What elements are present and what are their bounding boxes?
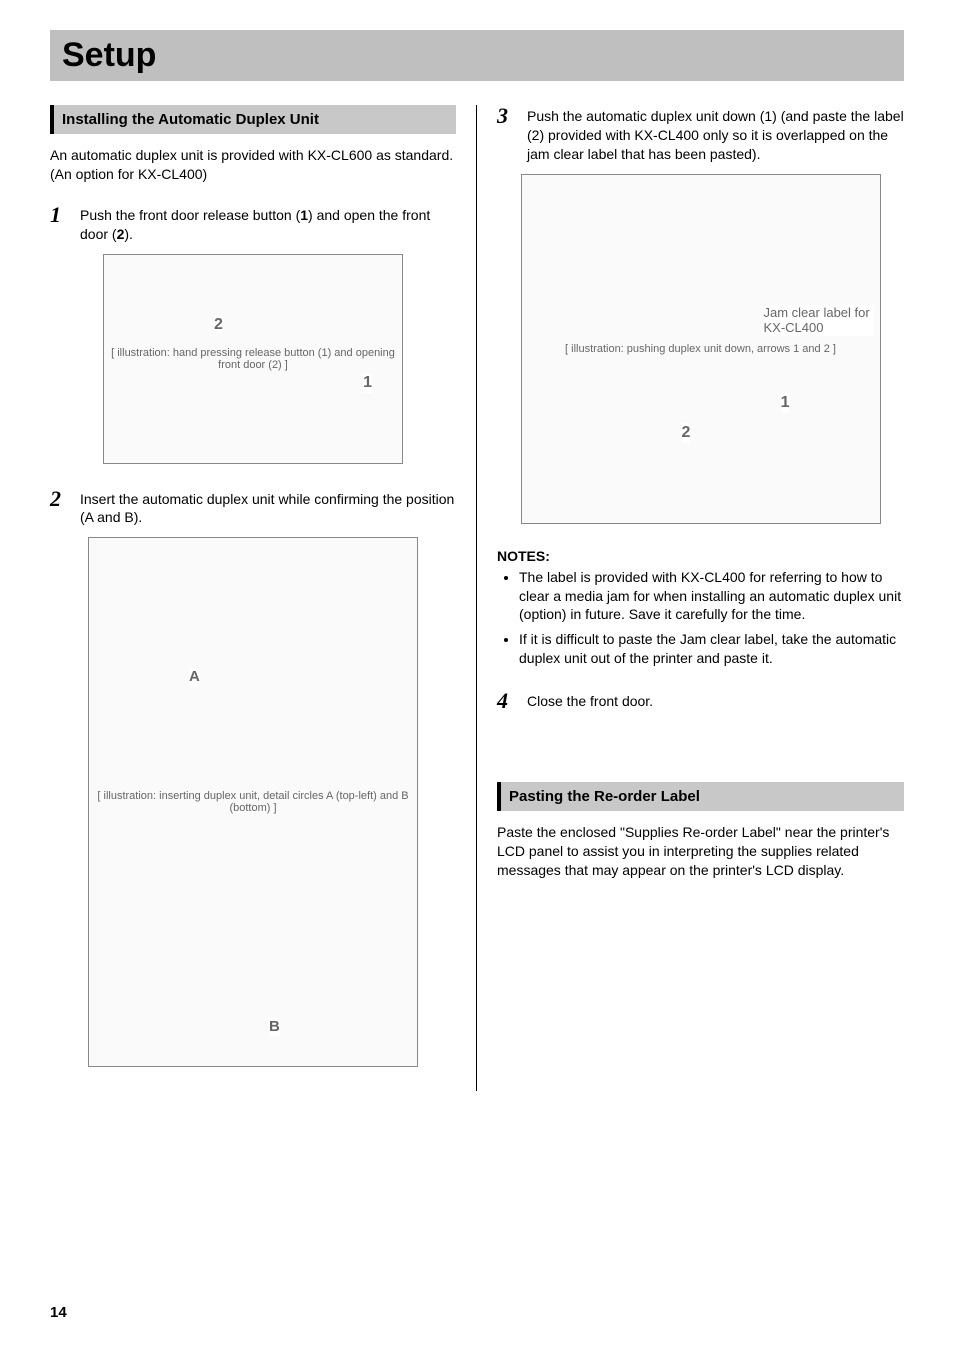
text-fragment: ).: [124, 226, 133, 242]
figure-3: [ illustration: pushing duplex unit down…: [497, 174, 904, 524]
step-4-text: Close the front door.: [527, 690, 904, 712]
step-3: 3 Push the automatic duplex unit down (1…: [497, 105, 904, 164]
step-2-text: Insert the automatic duplex unit while c…: [80, 488, 456, 528]
figure-alt-text: [ illustration: hand pressing release bu…: [104, 347, 402, 371]
right-column: 3 Push the automatic duplex unit down (1…: [477, 105, 904, 1091]
figure-callout-jam-label: Jam clear label for KX-CL400: [764, 305, 874, 336]
figure-1-placeholder: [ illustration: hand pressing release bu…: [103, 254, 403, 464]
two-column-layout: Installing the Automatic Duplex Unit An …: [50, 105, 904, 1091]
figure-3-placeholder: [ illustration: pushing duplex unit down…: [521, 174, 881, 524]
step-number: 4: [497, 690, 527, 712]
page-title: Setup: [62, 36, 892, 75]
figure-label-b: B: [269, 1018, 280, 1036]
figure-label-1: 1: [363, 373, 372, 392]
step-number: 1: [50, 204, 80, 244]
figure-1: [ illustration: hand pressing release bu…: [50, 254, 456, 464]
step-2: 2 Insert the automatic duplex unit while…: [50, 488, 456, 528]
text-fragment: Push the front door release button (: [80, 207, 300, 223]
page-title-bar: Setup: [50, 30, 904, 81]
figure-label-2: 2: [214, 315, 223, 334]
notes-heading: NOTES:: [497, 548, 904, 564]
step-4: 4 Close the front door.: [497, 690, 904, 712]
page-number: 14: [50, 1304, 67, 1321]
step-1: 1 Push the front door release button (1)…: [50, 204, 456, 244]
figure-2: [ illustration: inserting duplex unit, d…: [50, 537, 456, 1067]
figure-label-a: A: [189, 668, 200, 686]
step-number: 2: [50, 488, 80, 528]
figure-2-placeholder: [ illustration: inserting duplex unit, d…: [88, 537, 418, 1067]
notes-list: The label is provided with KX-CL400 for …: [497, 568, 904, 668]
figure-alt-text: [ illustration: pushing duplex unit down…: [565, 343, 836, 355]
note-item: If it is difficult to paste the Jam clea…: [519, 630, 904, 668]
note-item: The label is provided with KX-CL400 for …: [519, 568, 904, 625]
section-heading-install-duplex: Installing the Automatic Duplex Unit: [50, 105, 456, 134]
reorder-label-body: Paste the enclosed "Supplies Re-order La…: [497, 823, 904, 880]
left-column: Installing the Automatic Duplex Unit An …: [50, 105, 477, 1091]
intro-text: An automatic duplex unit is provided wit…: [50, 146, 456, 184]
text-bold: 1: [300, 207, 308, 223]
figure-label-1: 1: [781, 393, 790, 412]
figure-label-2: 2: [682, 423, 691, 442]
section-heading-reorder-label: Pasting the Re-order Label: [497, 782, 904, 811]
step-3-text: Push the automatic duplex unit down (1) …: [527, 105, 904, 164]
step-1-text: Push the front door release button (1) a…: [80, 204, 456, 244]
step-number: 3: [497, 105, 527, 164]
figure-alt-text: [ illustration: inserting duplex unit, d…: [89, 790, 417, 814]
